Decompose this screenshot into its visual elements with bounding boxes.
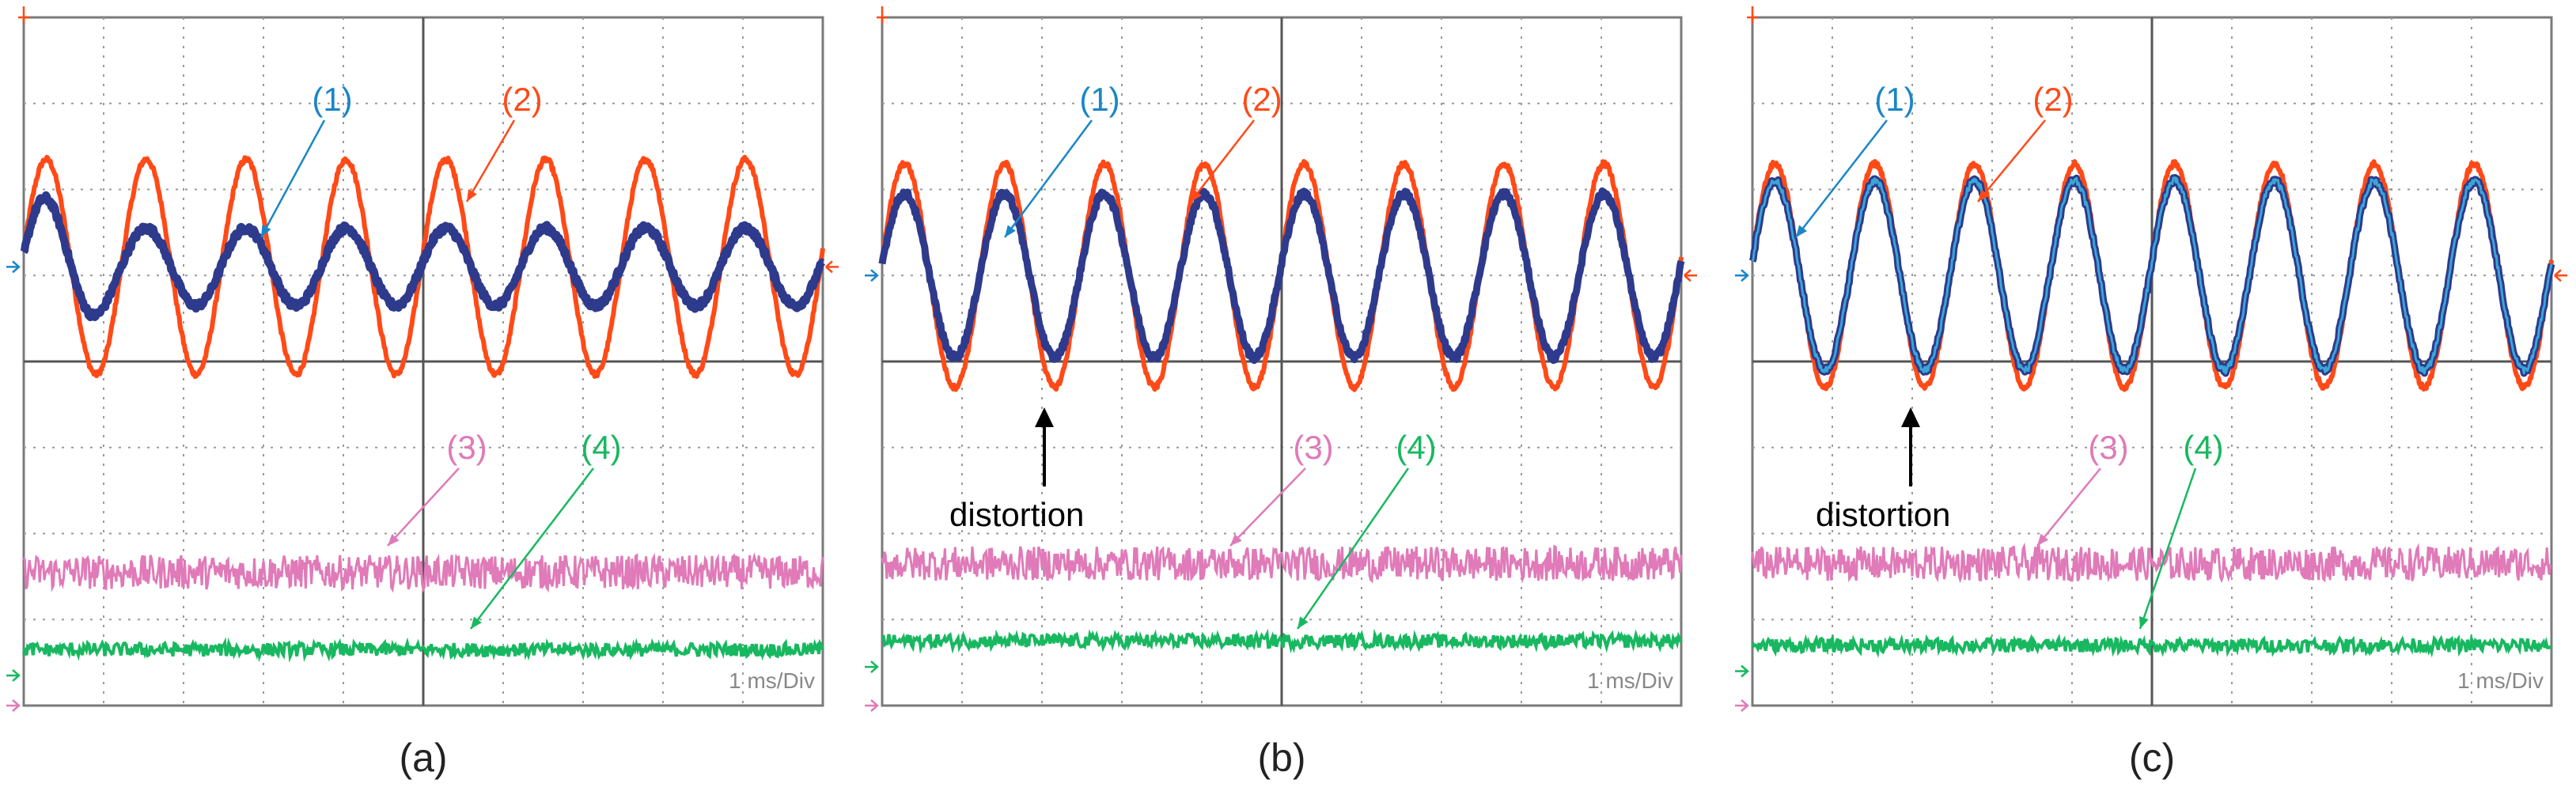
trigger-marker <box>1747 6 1758 24</box>
panel-caption: (a) <box>399 736 447 780</box>
label-3: (3) <box>446 429 487 466</box>
label-2-arrowhead <box>467 189 477 202</box>
trace-1 <box>20 191 826 322</box>
trace-3 <box>1751 542 2552 584</box>
label-4-arrow <box>470 467 594 630</box>
label-1: (1) <box>1079 81 1119 118</box>
distortion-label: distortion <box>1816 496 1950 533</box>
label-2-arrow <box>1977 119 2046 202</box>
level-marker <box>1684 269 1697 282</box>
label-4: (4) <box>1396 429 1436 466</box>
trace-4 <box>881 628 1683 654</box>
trace-3 <box>881 544 1683 584</box>
label-4: (4) <box>2183 429 2223 466</box>
label-2: (2) <box>502 81 542 118</box>
label-1: (1) <box>1874 81 1915 118</box>
time-base-label: 1 ms/Div <box>1587 668 1673 693</box>
label-1-arrow <box>1795 119 1888 238</box>
channel-3-marker <box>6 699 21 712</box>
label-1-arrow <box>259 119 326 238</box>
channel-4-marker <box>6 668 21 682</box>
label-3-arrow <box>2036 467 2101 547</box>
label-1-arrowhead <box>1796 225 1807 237</box>
time-base-label: 1 ms/Div <box>729 668 815 693</box>
trace-1-overlay <box>1751 176 2553 375</box>
channel-3-marker <box>1735 699 1749 712</box>
trace-3 <box>22 552 824 593</box>
level-marker <box>825 260 839 274</box>
trace-4 <box>1751 633 2552 658</box>
label-1-arrowhead <box>1005 225 1016 237</box>
label-2-arrowhead <box>1191 189 1202 202</box>
label-1-arrowhead <box>261 225 271 237</box>
label-3-arrowhead <box>2037 533 2049 546</box>
panel-caption: (c) <box>2129 736 2175 780</box>
channel-3-marker <box>865 699 879 712</box>
channel-1-marker <box>1735 269 1749 282</box>
time-base-label: 1 ms/Div <box>2457 668 2544 693</box>
label-4-arrowhead <box>1297 616 1309 629</box>
label-4-arrow <box>2138 467 2197 630</box>
distortion-label: distortion <box>949 496 1084 533</box>
label-3-arrowhead <box>1230 534 1242 546</box>
label-2-arrow <box>465 119 516 202</box>
panel-c: (1) (2) (3) (4) distortion 1 ms/Div (c) <box>1735 6 2567 780</box>
trigger-marker <box>18 6 29 24</box>
label-4: (4) <box>581 429 621 466</box>
channel-1-marker <box>865 269 879 282</box>
label-4-arrowhead <box>2138 616 2149 629</box>
distortion-arrowhead <box>1901 407 1920 427</box>
label-2: (2) <box>1241 81 1282 118</box>
label-2-arrow <box>1190 119 1255 202</box>
label-2: (2) <box>2032 81 2073 118</box>
trace-1 <box>878 187 1685 365</box>
channel-4-marker <box>865 660 879 674</box>
channel-1-marker <box>6 260 21 274</box>
label-1: (1) <box>312 81 352 118</box>
channel-4-marker <box>1735 664 1749 678</box>
label-2-arrowhead <box>1978 189 1990 202</box>
label-3-arrow <box>387 467 460 547</box>
panel-caption: (b) <box>1257 736 1305 780</box>
trigger-marker <box>877 6 888 24</box>
label-1-arrow <box>1003 119 1093 238</box>
label-3-arrowhead <box>388 533 400 546</box>
panel-a: (1) (2) (3) (4) 1 ms/Div (a) <box>6 6 839 780</box>
panel-b: (1) (2) (3) (4) distortion 1 ms/Div (b) <box>865 6 1697 780</box>
label-3: (3) <box>2088 429 2128 466</box>
distortion-arrowhead <box>1035 407 1054 427</box>
label-4-arrow <box>1296 467 1410 630</box>
label-3: (3) <box>1293 429 1333 466</box>
label-3-arrow <box>1229 467 1306 547</box>
trace-4 <box>22 637 824 663</box>
label-4-arrowhead <box>471 616 482 629</box>
level-marker <box>2554 269 2567 282</box>
